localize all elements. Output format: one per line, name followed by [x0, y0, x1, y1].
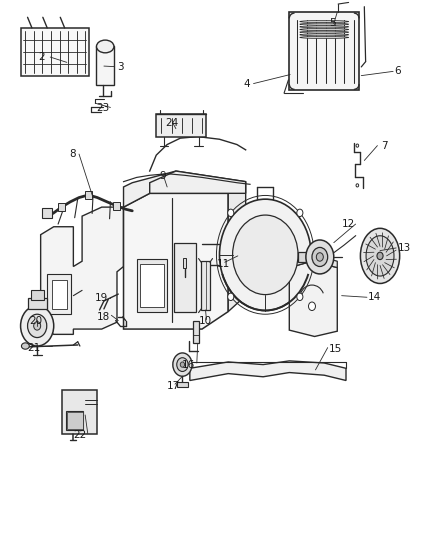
- Text: 11: 11: [217, 259, 230, 269]
- Ellipse shape: [96, 40, 114, 53]
- Polygon shape: [123, 171, 245, 207]
- Ellipse shape: [305, 240, 333, 274]
- Text: 5: 5: [329, 18, 336, 28]
- Text: 4: 4: [243, 78, 250, 88]
- Bar: [21, 28, 88, 76]
- Text: 23: 23: [96, 103, 110, 114]
- Bar: [51, 280, 67, 309]
- Ellipse shape: [360, 228, 399, 284]
- Polygon shape: [189, 361, 345, 381]
- Ellipse shape: [34, 321, 41, 330]
- Ellipse shape: [316, 253, 322, 261]
- Text: 24: 24: [165, 118, 178, 128]
- Text: 6: 6: [393, 67, 400, 76]
- Ellipse shape: [177, 358, 187, 372]
- Ellipse shape: [376, 252, 382, 260]
- Bar: [140, 264, 163, 308]
- Bar: [136, 259, 167, 312]
- Text: 9: 9: [159, 172, 166, 181]
- Ellipse shape: [308, 302, 315, 311]
- Polygon shape: [41, 207, 123, 334]
- Polygon shape: [297, 252, 307, 262]
- Bar: [177, 382, 187, 387]
- Text: 12: 12: [341, 219, 354, 229]
- Text: 14: 14: [367, 292, 380, 302]
- Ellipse shape: [180, 362, 184, 367]
- Ellipse shape: [28, 314, 47, 337]
- Text: 21: 21: [27, 343, 41, 353]
- Ellipse shape: [232, 215, 297, 295]
- Ellipse shape: [299, 23, 348, 25]
- Bar: [62, 390, 97, 433]
- Ellipse shape: [296, 209, 302, 216]
- Bar: [96, 46, 114, 85]
- Text: 13: 13: [396, 243, 410, 253]
- Bar: [201, 261, 209, 310]
- Ellipse shape: [355, 184, 358, 187]
- Bar: [85, 191, 92, 199]
- Text: 20: 20: [30, 316, 43, 326]
- Bar: [193, 321, 199, 343]
- Ellipse shape: [219, 199, 311, 311]
- Ellipse shape: [21, 343, 29, 349]
- Bar: [289, 12, 358, 91]
- Text: 22: 22: [73, 430, 86, 440]
- Ellipse shape: [299, 36, 348, 38]
- Ellipse shape: [311, 247, 327, 266]
- Ellipse shape: [365, 236, 393, 276]
- Ellipse shape: [21, 306, 53, 346]
- Polygon shape: [228, 182, 245, 312]
- Bar: [113, 202, 120, 211]
- Bar: [47, 274, 71, 314]
- Ellipse shape: [173, 353, 191, 376]
- Polygon shape: [289, 255, 336, 268]
- Text: 8: 8: [69, 149, 75, 159]
- Text: 2: 2: [38, 52, 45, 62]
- Ellipse shape: [299, 31, 348, 33]
- Bar: [28, 298, 47, 309]
- Ellipse shape: [296, 293, 302, 301]
- Text: 19: 19: [95, 293, 108, 303]
- Ellipse shape: [299, 20, 348, 22]
- Polygon shape: [123, 193, 228, 329]
- Text: 3: 3: [117, 62, 124, 71]
- Bar: [66, 411, 83, 430]
- Bar: [58, 203, 65, 212]
- Ellipse shape: [227, 293, 233, 301]
- Bar: [173, 243, 195, 312]
- Bar: [156, 114, 206, 136]
- Text: 18: 18: [97, 312, 110, 322]
- Bar: [67, 413, 82, 429]
- Ellipse shape: [227, 209, 233, 216]
- Bar: [42, 208, 52, 217]
- Ellipse shape: [355, 144, 358, 147]
- Text: 15: 15: [328, 344, 341, 354]
- Text: 7: 7: [380, 141, 387, 151]
- Text: 17: 17: [167, 381, 180, 391]
- Ellipse shape: [299, 26, 348, 28]
- Polygon shape: [289, 261, 336, 336]
- Text: 16: 16: [182, 360, 195, 369]
- Ellipse shape: [299, 34, 348, 36]
- Polygon shape: [149, 171, 245, 193]
- Bar: [31, 290, 44, 301]
- Text: 10: 10: [198, 316, 212, 326]
- Ellipse shape: [299, 28, 348, 30]
- Bar: [183, 258, 186, 268]
